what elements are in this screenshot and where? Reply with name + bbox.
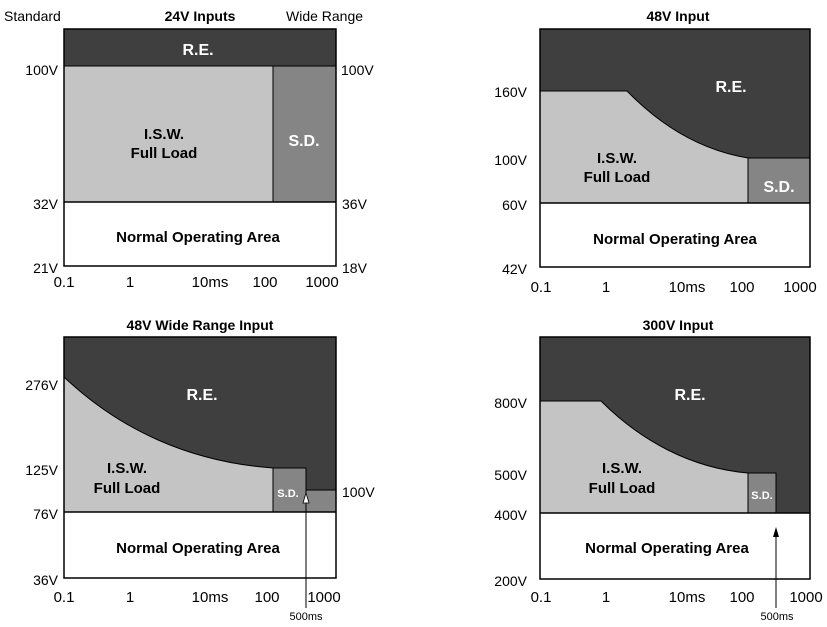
sd-label: S.D.: [751, 490, 772, 502]
y-tick-label: 160V: [494, 84, 527, 100]
sd-region: [747, 157, 811, 204]
x-tick-label: 10ms: [192, 589, 229, 606]
full-load-label: Full Load: [589, 480, 656, 497]
re-label: R.E.: [674, 387, 705, 404]
y-tick-label: 21V: [33, 260, 59, 276]
y-tick-label: 32V: [33, 196, 59, 212]
panel-48v-wide-range-input: 48V Wide Range Input R.E. I.S.W. Full Lo…: [25, 317, 375, 623]
panel-frame: [63, 336, 337, 579]
x-tick-label: 1: [602, 279, 610, 296]
x-tick-label: 1000: [307, 589, 340, 606]
x-tick-label: 100: [252, 274, 277, 291]
x-tick-label: 0.1: [54, 274, 75, 291]
isw-label: I.S.W.: [144, 126, 184, 143]
x-tick-label: 100: [729, 279, 754, 296]
x-tick-label: 100: [729, 589, 754, 606]
normal-region: [64, 202, 336, 266]
full-load-label: Full Load: [94, 480, 161, 497]
re-label: R.E.: [715, 79, 746, 96]
isw-label: I.S.W.: [597, 150, 637, 167]
x-tick-label: 1000: [783, 279, 816, 296]
sd-label: S.D.: [763, 179, 794, 196]
y-tick-label: 100V: [494, 152, 527, 168]
x-tick-label: 10ms: [192, 274, 229, 291]
y-tick-label: 100V: [25, 62, 58, 78]
normal-region: [540, 203, 810, 267]
y-tick-label: 125V: [25, 462, 58, 478]
panel-24v-inputs: Standard 24V Inputs Wide Range R.E. I.S.…: [4, 8, 374, 291]
sd-region-wide: [305, 489, 337, 513]
re-label: R.E.: [182, 42, 213, 59]
full-load-label: Full Load: [584, 169, 651, 186]
panel-title: 300V Input: [643, 317, 714, 333]
normal-label: Normal Operating Area: [116, 229, 280, 246]
normal-label: Normal Operating Area: [585, 540, 749, 557]
x-tick-label: 1: [126, 589, 134, 606]
x-tick-label: 0.1: [531, 279, 552, 296]
y-tick-label: 276V: [25, 377, 58, 393]
500ms-marker-arrow: [773, 527, 779, 608]
x-tick-label: 1000: [789, 589, 822, 606]
x-tick-label: 100: [254, 589, 279, 606]
y-tick-label: 500V: [494, 467, 527, 483]
500ms-marker-arrow: [302, 491, 310, 608]
normal-region: [540, 513, 810, 579]
500ms-marker-label: 500ms: [760, 611, 794, 623]
x-tick-label: 10ms: [669, 589, 706, 606]
y-tick-label-right: 100V: [341, 62, 374, 78]
isw-region: [63, 65, 274, 203]
x-tick-label: 10ms: [669, 279, 706, 296]
normal-label: Normal Operating Area: [593, 231, 757, 248]
sd-region: [272, 467, 307, 513]
x-tick-label: 1: [126, 274, 134, 291]
y-tick-label: 42V: [502, 261, 528, 277]
isw-label: I.S.W.: [602, 460, 642, 477]
panel-frame: [539, 28, 811, 268]
wide-range-header: Wide Range: [286, 8, 363, 24]
normal-region: [64, 512, 336, 578]
x-tick-label: 0.1: [531, 589, 552, 606]
x-tick-label: 1: [602, 589, 610, 606]
isw-label: I.S.W.: [107, 460, 147, 477]
y-tick-label: 36V: [33, 572, 59, 588]
y-tick-label-right: 36V: [342, 196, 368, 212]
sd-label: S.D.: [288, 133, 319, 150]
panel-title: 24V Inputs: [165, 8, 236, 24]
panel-300v-input: 300V Input R.E. I.S.W. Full Load S.D. No…: [494, 317, 822, 623]
full-load-label: Full Load: [131, 145, 198, 162]
x-tick-label: 0.1: [54, 589, 75, 606]
500ms-marker-label: 500ms: [289, 611, 323, 623]
panel-title: 48V Input: [646, 8, 709, 24]
x-tick-label: 1000: [305, 274, 338, 291]
panel-frame: [63, 28, 337, 267]
y-tick-label: 200V: [494, 573, 527, 589]
y-tick-label: 76V: [33, 506, 59, 522]
standard-header: Standard: [4, 8, 61, 24]
y-tick-label: 800V: [494, 395, 527, 411]
sd-region: [747, 472, 777, 514]
y-tick-label-right: 18V: [342, 260, 368, 276]
normal-label: Normal Operating Area: [116, 540, 280, 557]
re-label: R.E.: [186, 387, 217, 404]
re-region: [64, 29, 336, 66]
panel-title: 48V Wide Range Input: [127, 317, 274, 333]
y-tick-label: 60V: [502, 197, 528, 213]
sd-label: S.D.: [277, 488, 298, 500]
sd-region: [272, 65, 337, 203]
y-tick-label: 400V: [494, 507, 527, 523]
y-tick-label-right: 100V: [342, 484, 375, 500]
panel-frame: [539, 336, 811, 580]
panel-48v-input: 48V Input R.E. I.S.W. Full Load S.D. Nor…: [494, 8, 816, 296]
